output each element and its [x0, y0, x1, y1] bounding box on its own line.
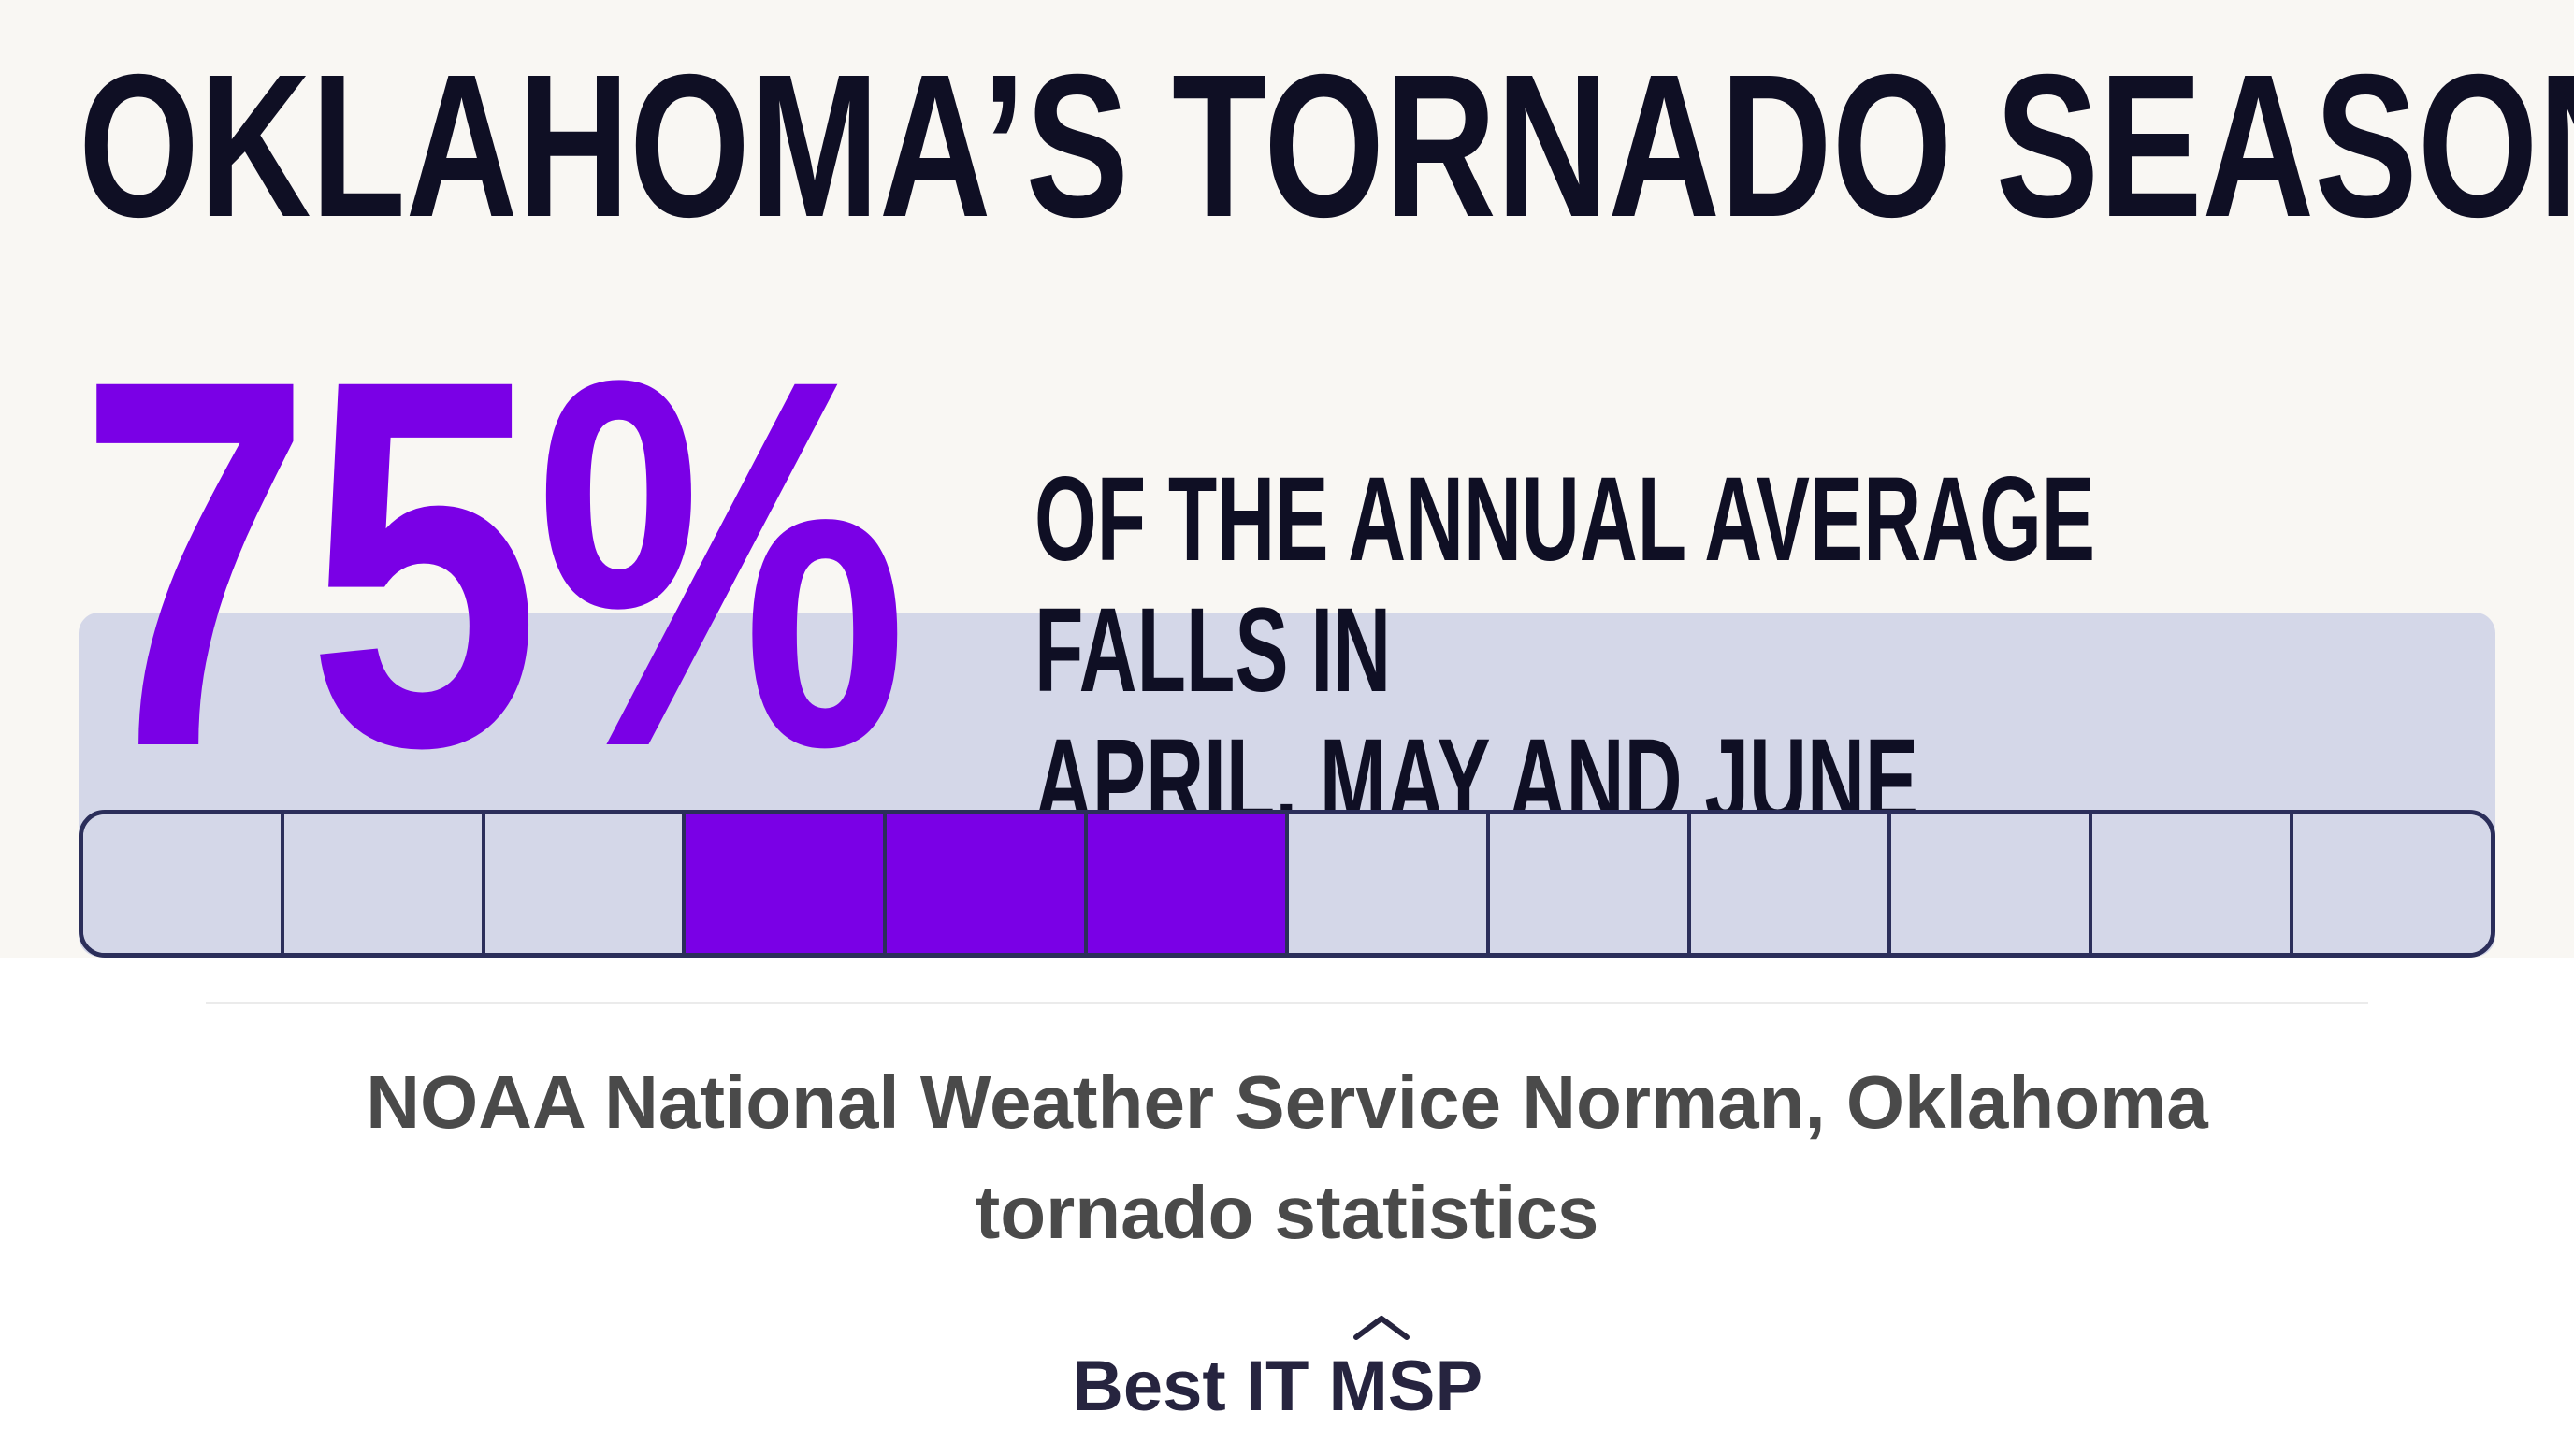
headline: OKLAHOMA’S TORNADO SEASON [79, 33, 2574, 260]
months-bar [79, 810, 2495, 958]
caret-up-icon [1353, 1316, 1410, 1340]
big-percentage: 75% [79, 270, 908, 856]
month-cell-1 [83, 814, 284, 953]
source-line2: tornado statistics [975, 1171, 1599, 1254]
month-cell-7 [1288, 814, 1490, 953]
divider [206, 1002, 2368, 1004]
month-cell-3 [484, 814, 687, 953]
month-cell-12 [2293, 814, 2491, 953]
stat-description-line1: OF THE ANNUAL AVERAGE FALLS IN [1034, 453, 2095, 717]
stat-description: OF THE ANNUAL AVERAGE FALLS IN APRIL, MA… [1034, 454, 2288, 847]
source-line1: NOAA National Weather Service Norman, Ok… [366, 1060, 2208, 1144]
source-credit: NOAA National Weather Service Norman, Ok… [258, 1047, 2316, 1268]
month-cell-9 [1690, 814, 1892, 953]
month-cell-4 [686, 814, 888, 953]
month-cell-10 [1891, 814, 2093, 953]
brand-logo: Best IT MSP [1072, 1300, 1502, 1431]
month-cell-11 [2092, 814, 2294, 953]
month-cell-8 [1489, 814, 1691, 953]
month-cell-2 [283, 814, 485, 953]
month-cell-6 [1088, 814, 1289, 953]
month-cell-5 [887, 814, 1089, 953]
brand-logo-text: Best IT MSP [1072, 1347, 1483, 1426]
